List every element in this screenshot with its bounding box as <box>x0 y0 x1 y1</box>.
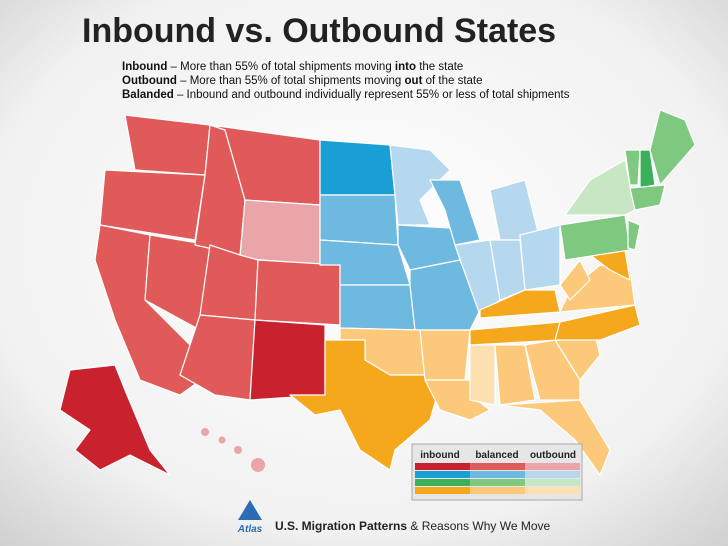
term: Balanded <box>122 89 174 101</box>
alaska <box>59 364 171 476</box>
island <box>201 428 209 436</box>
state <box>124 114 211 176</box>
state <box>479 289 561 319</box>
state <box>494 344 536 406</box>
island <box>251 458 265 472</box>
state <box>649 109 696 186</box>
hawaii <box>201 428 265 472</box>
term: Inbound <box>122 61 167 73</box>
state <box>99 169 206 241</box>
state <box>389 144 451 226</box>
state <box>289 339 441 471</box>
swatch <box>470 463 525 470</box>
swatch <box>525 479 580 486</box>
text: – Inbound and outbound individually repr… <box>174 89 570 101</box>
us-map <box>59 109 696 476</box>
state <box>179 314 256 401</box>
state <box>419 329 471 381</box>
emphasis: out <box>405 75 423 87</box>
state <box>627 219 641 251</box>
state <box>339 284 416 331</box>
state <box>239 199 321 266</box>
state <box>559 214 631 261</box>
definition: Outbound – More than 55% of total shipme… <box>122 75 483 87</box>
term: Outbound <box>122 75 177 87</box>
swatch <box>415 471 470 478</box>
footer: Atlas U.S. Migration Patterns & Reasons … <box>237 500 551 535</box>
legend-label: balanced <box>475 450 518 461</box>
text: – More than 55% of total shipments movin… <box>167 61 395 73</box>
legend-swatches <box>415 463 580 494</box>
island <box>218 436 226 444</box>
swatch <box>470 471 525 478</box>
logo: Atlas <box>237 524 263 535</box>
footer-text: U.S. Migration Patterns & Reasons Why We… <box>275 519 551 533</box>
legend: inbound balanced outbound <box>411 443 583 501</box>
swatch <box>525 463 580 470</box>
swatch <box>415 479 470 486</box>
emphasis: into <box>395 61 416 73</box>
state <box>519 224 561 291</box>
legend-label: outbound <box>530 450 576 461</box>
legend-label: inbound <box>420 450 459 461</box>
definition: Inbound – More than 55% of total shipmen… <box>122 61 463 73</box>
text: of the state <box>422 75 482 87</box>
footer-bold: U.S. Migration Patterns <box>275 519 407 533</box>
state <box>249 319 326 401</box>
definitions: Inbound – More than 55% of total shipmen… <box>122 61 570 101</box>
definition: Balanded – Inbound and outbound individu… <box>122 89 570 101</box>
footer-rest: & Reasons Why We Move <box>407 519 550 533</box>
swatch <box>470 487 525 494</box>
logo-mark <box>238 500 262 520</box>
state <box>319 139 396 196</box>
state <box>639 149 656 189</box>
state <box>429 179 481 246</box>
state <box>554 304 641 341</box>
swatch <box>525 487 580 494</box>
state <box>499 399 611 476</box>
swatch <box>415 463 470 470</box>
text: the state <box>416 61 463 73</box>
swatch <box>415 487 470 494</box>
swatch <box>470 479 525 486</box>
state <box>319 194 399 246</box>
text: – More than 55% of total shipments movin… <box>177 75 405 87</box>
title: Inbound vs. Outbound States <box>82 12 556 50</box>
state <box>629 184 666 211</box>
state <box>559 259 591 301</box>
swatch <box>525 471 580 478</box>
state <box>254 259 341 326</box>
island <box>234 446 242 454</box>
state <box>624 149 641 186</box>
state <box>469 344 496 406</box>
